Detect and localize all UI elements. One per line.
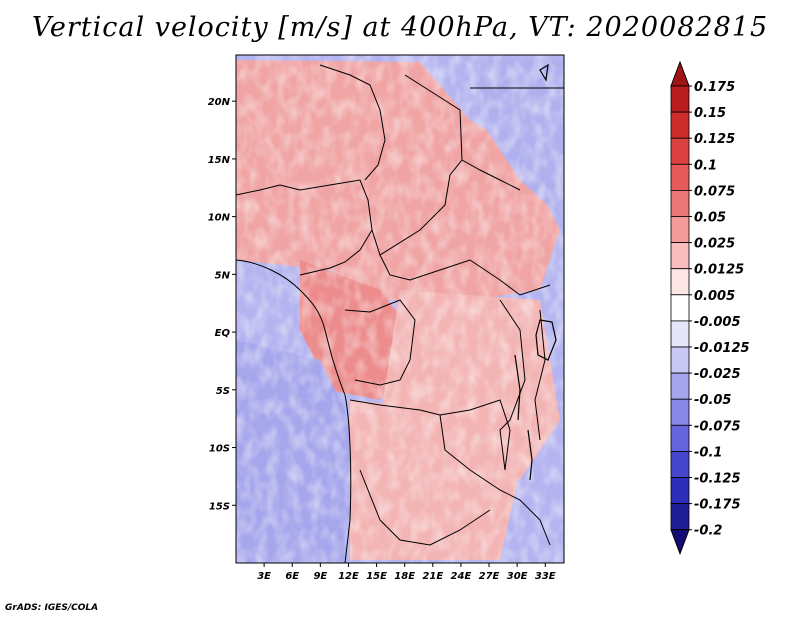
lon-tick-label: 15E xyxy=(366,571,387,582)
colorbar-label: -0.075 xyxy=(694,419,741,434)
lat-tick-label: 15S xyxy=(209,501,230,512)
colorbar-swatch xyxy=(670,477,690,505)
colorbar-label: 0.125 xyxy=(694,132,735,147)
colorbar-bottom-arrow xyxy=(670,529,690,556)
plot-area xyxy=(236,55,564,563)
colorbar-label: -0.0125 xyxy=(694,341,750,356)
colorbar-label: 0.0125 xyxy=(694,263,744,278)
colorbar-label: -0.05 xyxy=(694,393,731,408)
colorbar-label: 0.1 xyxy=(694,158,717,173)
lat-tick-label: 10S xyxy=(209,444,230,455)
colorbar-swatch xyxy=(670,111,690,139)
colorbar-swatch xyxy=(670,398,690,426)
colorbar-label: 0.05 xyxy=(694,211,726,226)
colorbar-label: 0.075 xyxy=(694,184,735,199)
lon-axis: 3E 6E 9E 12E 15E 18E 21E 24E 27E 30E 33E xyxy=(257,563,556,582)
colorbar-swatch xyxy=(670,424,690,452)
chart-title: Vertical velocity [m/s] at 400hPa, VT: 2… xyxy=(31,12,769,43)
colorbar: 0.175 0.15 0.125 0.1 0.075 0.05 0.025 0.0125 0.0… xyxy=(670,60,750,556)
lon-tick-label: 9E xyxy=(313,571,327,582)
field-texture xyxy=(236,55,564,563)
plot-frame xyxy=(235,54,565,564)
lakes xyxy=(514,63,557,481)
colorbar-label: 0.025 xyxy=(694,237,735,252)
colorbar-top-arrow xyxy=(670,60,690,87)
lon-tick-label: 3E xyxy=(257,571,271,582)
colorbar-label: 0.175 xyxy=(694,80,735,95)
lon-tick-label: 33E xyxy=(535,571,556,582)
colorbar-swatch xyxy=(670,372,690,400)
colorbar-swatch xyxy=(670,450,690,478)
colorbar-swatch xyxy=(670,189,690,217)
lon-tick-label: 24E xyxy=(451,571,472,582)
colorbar-swatch xyxy=(670,320,690,348)
lat-axis: 20N 15N 10N 5N EQ 5S 10S 15S xyxy=(208,97,236,512)
lon-tick-label: 21E xyxy=(422,571,443,582)
colorbar-swatch xyxy=(670,137,690,165)
colorbar-swatch xyxy=(670,346,690,374)
lat-tick-label: EQ xyxy=(215,328,231,339)
colorbar-swatch xyxy=(670,294,690,322)
colorbar-swatch xyxy=(670,503,690,531)
lon-tick-label: 12E xyxy=(338,571,359,582)
colorbar-swatch xyxy=(670,85,690,113)
lat-tick-label: 15N xyxy=(208,155,231,166)
credit-label: GrADS: IGES/COLA xyxy=(5,603,99,613)
colorbar-label: -0.125 xyxy=(694,472,741,487)
colorbar-label: -0.005 xyxy=(694,315,741,330)
lat-tick-label: 5S xyxy=(216,386,230,397)
lon-tick-label: 27E xyxy=(479,571,500,582)
lon-tick-label: 6E xyxy=(285,571,299,582)
lon-tick-label: 30E xyxy=(507,571,528,582)
colorbar-label: -0.1 xyxy=(694,445,722,460)
colorbar-swatch xyxy=(670,242,690,270)
colorbar-label: -0.175 xyxy=(694,498,741,513)
colorbar-label: 0.005 xyxy=(694,289,735,304)
colorbar-label: -0.2 xyxy=(694,524,722,539)
colorbar-swatch xyxy=(670,163,690,191)
coastlines-borders xyxy=(236,64,564,563)
colorbar-label: -0.025 xyxy=(694,367,741,382)
lon-tick-label: 18E xyxy=(394,571,415,582)
lat-tick-label: 5N xyxy=(215,270,231,281)
colorbar-label: 0.15 xyxy=(694,106,726,121)
colorbar-swatch xyxy=(670,216,690,244)
colorbar-swatch xyxy=(670,268,690,296)
lat-tick-label: 10N xyxy=(208,213,231,224)
lat-tick-label: 20N xyxy=(208,97,231,108)
